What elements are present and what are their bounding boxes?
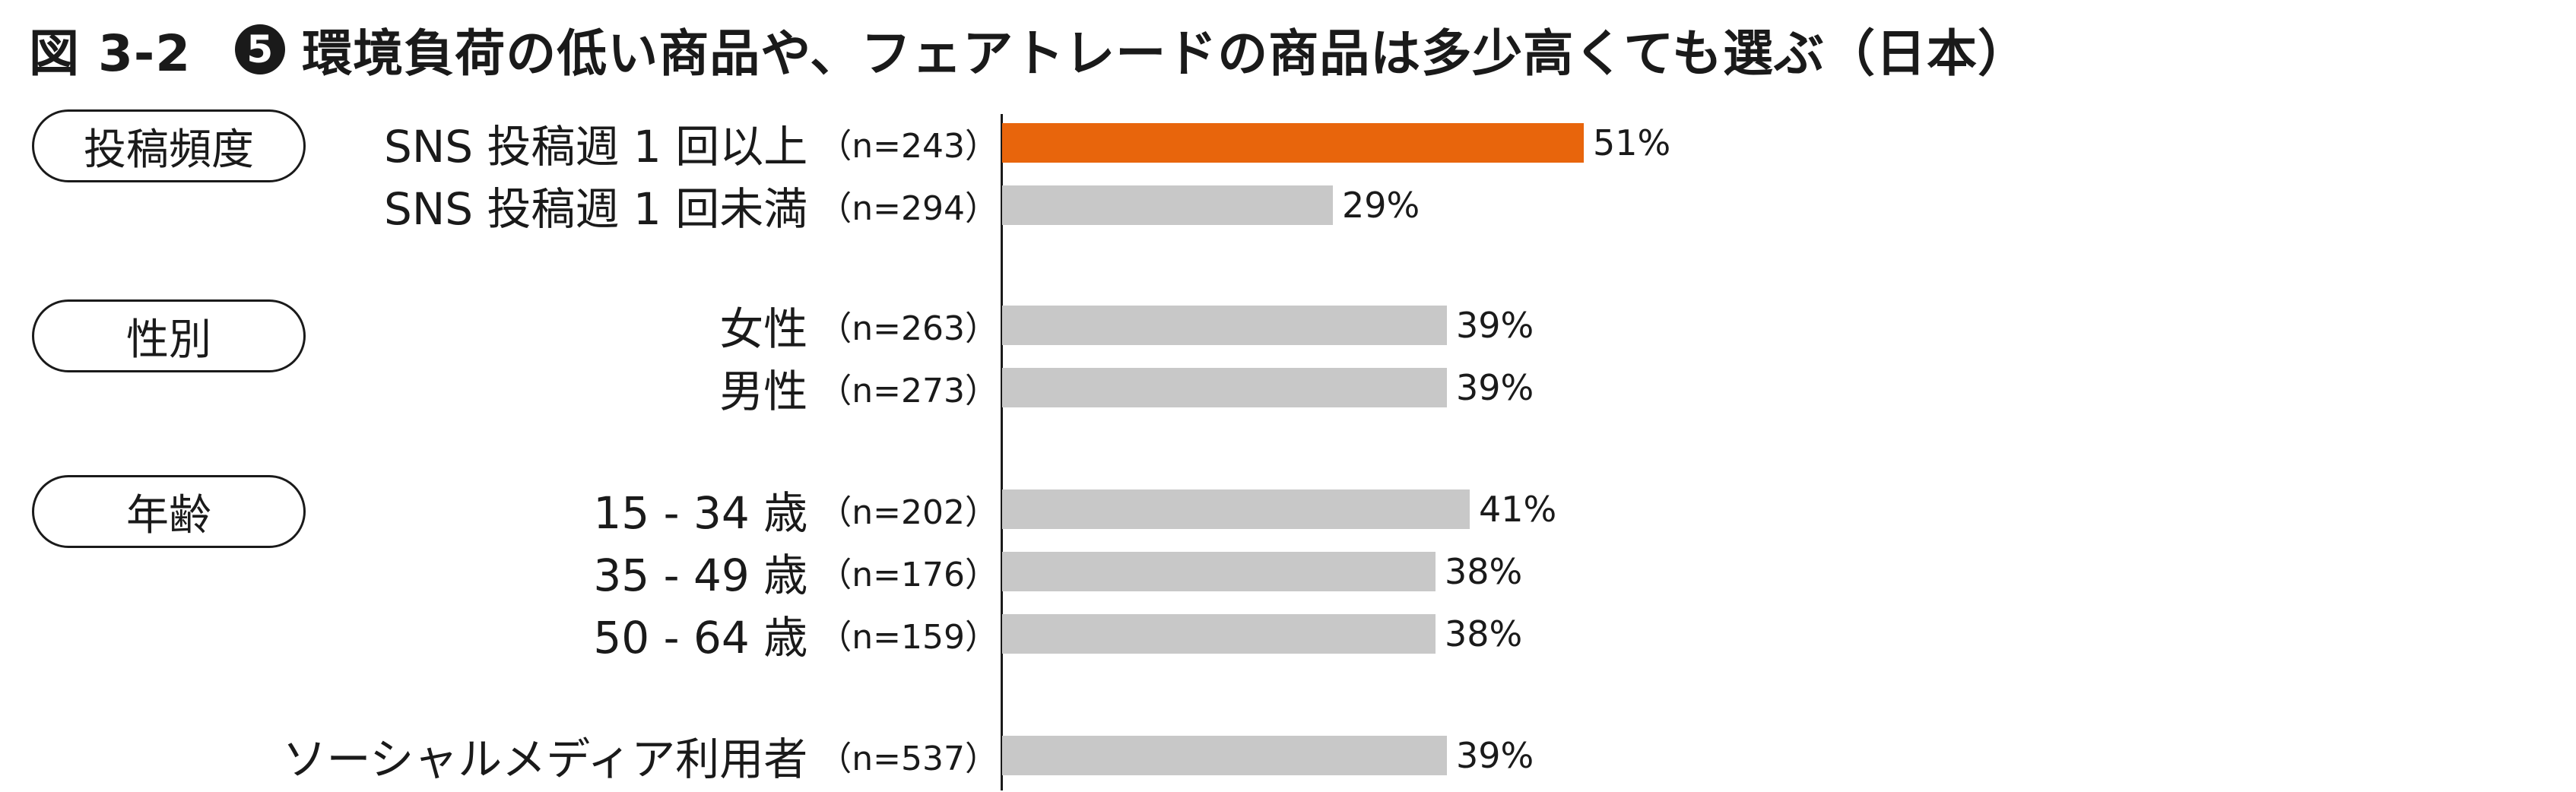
figure-number: 図 3-2 bbox=[29, 24, 192, 83]
bar bbox=[1002, 614, 1436, 654]
row-label: SNS 投稿週 1 回以上 （n=243） bbox=[384, 112, 998, 173]
sample-size-label: （n=537） bbox=[818, 740, 998, 778]
row-label: 男性 （n=273） bbox=[719, 357, 998, 418]
value-label: 38% bbox=[1445, 551, 1523, 592]
value-label: 41% bbox=[1479, 489, 1557, 530]
sample-size-label: （n=294） bbox=[818, 189, 998, 228]
sample-size-label: （n=159） bbox=[818, 618, 998, 657]
bar bbox=[1002, 306, 1447, 345]
row-label: 15 - 34 歳 （n=202） bbox=[593, 479, 998, 540]
row-label: SNS 投稿週 1 回未満 （n=294） bbox=[384, 175, 998, 236]
value-label: 51% bbox=[1593, 122, 1671, 163]
row-label: ソーシャルメディア利用者 （n=537） bbox=[282, 725, 998, 786]
group-pill-age: 年齢 bbox=[32, 475, 306, 548]
bar bbox=[1002, 489, 1470, 529]
category-label: SNS 投稿週 1 回以上 bbox=[384, 121, 808, 173]
category-label: 男性 bbox=[719, 366, 808, 417]
sample-size-label: （n=176） bbox=[818, 556, 998, 594]
sample-size-label: （n=273） bbox=[818, 372, 998, 410]
bar bbox=[1002, 368, 1447, 407]
group-pill-gender: 性別 bbox=[32, 299, 306, 372]
category-label: 50 - 64 歳 bbox=[593, 612, 808, 664]
chart-title: 図 3-2 5 環境負荷の低い商品や、フェアトレードの商品は多少高くても選ぶ（日… bbox=[29, 8, 2029, 91]
value-label: 38% bbox=[1445, 613, 1523, 654]
sample-size-label: （n=263） bbox=[818, 309, 998, 348]
bar bbox=[1002, 552, 1436, 591]
title-text: 環境負荷の低い商品や、フェアトレードの商品は多少高くても選ぶ（日本） bbox=[302, 24, 2029, 83]
sample-size-label: （n=202） bbox=[818, 493, 998, 532]
bar bbox=[1002, 123, 1584, 163]
chart-axis-line bbox=[1001, 114, 1003, 790]
value-label: 39% bbox=[1456, 367, 1534, 408]
value-label: 39% bbox=[1456, 735, 1534, 776]
row-label: 女性 （n=263） bbox=[719, 295, 998, 356]
value-label: 39% bbox=[1456, 305, 1534, 346]
bar bbox=[1002, 185, 1333, 225]
row-label: 50 - 64 歳 （n=159） bbox=[593, 604, 998, 664]
category-label: 女性 bbox=[719, 303, 808, 355]
category-label: ソーシャルメディア利用者 bbox=[282, 733, 808, 785]
circled-number-badge: 5 bbox=[235, 24, 286, 74]
group-pill-posting-frequency: 投稿頻度 bbox=[32, 109, 306, 182]
row-label: 35 - 49 歳 （n=176） bbox=[593, 541, 998, 602]
value-label: 29% bbox=[1342, 185, 1420, 226]
category-label: 35 - 49 歳 bbox=[593, 550, 808, 601]
category-label: SNS 投稿週 1 回未満 bbox=[384, 183, 808, 235]
bar bbox=[1002, 736, 1447, 775]
category-label: 15 - 34 歳 bbox=[593, 487, 808, 539]
sample-size-label: （n=243） bbox=[818, 127, 998, 166]
